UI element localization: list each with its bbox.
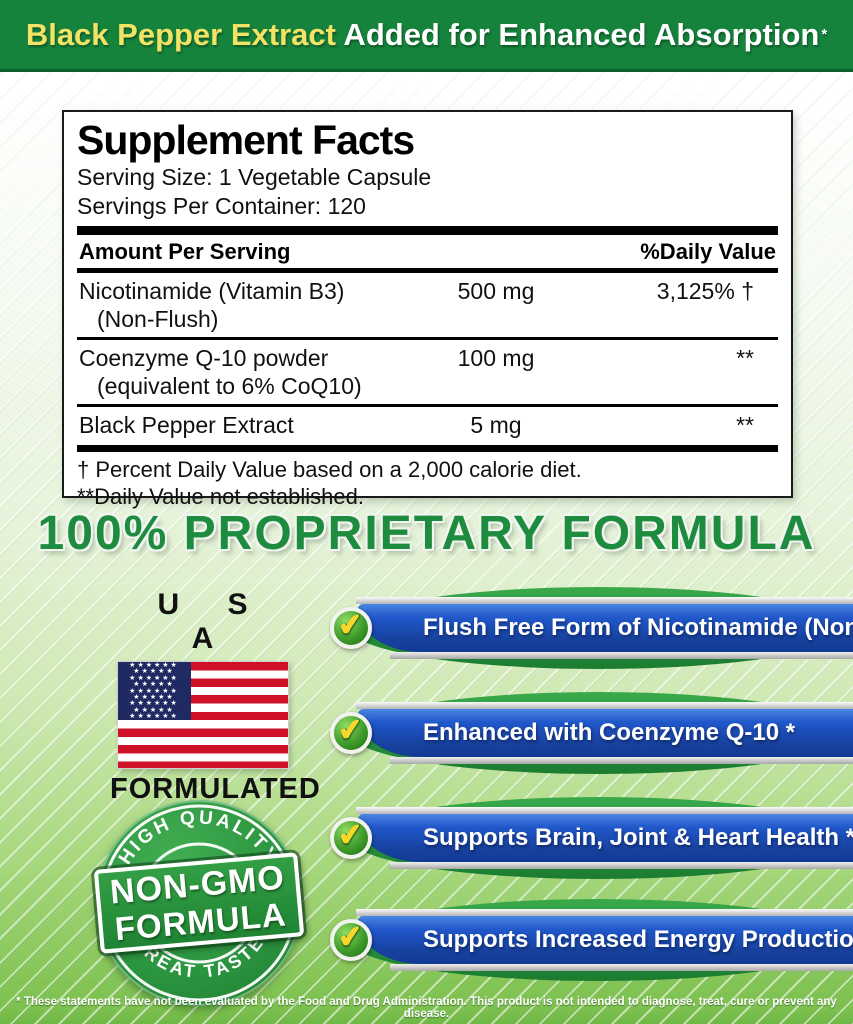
usa-flag-icon: ★★★★★★ ★★★★★ ★★★★★★ ★★★★★ ★★★★★★ ★★★★★ ★… [116,661,289,769]
usa-formulated-block: U S A ★★★★★★ ★★★★★ ★★★★★★ ★★★★★ ★★★★★★ ★… [110,588,321,806]
footnote-daily-value: † Percent Daily Value based on a 2,000 c… [77,457,582,482]
footnote-not-established: **Daily Value not established. [77,484,364,509]
badge-center-plate: NON-GMO FORMULA [93,852,305,954]
flag-canton-stars: ★★★★★★ ★★★★★ ★★★★★★ ★★★★★ ★★★★★★ ★★★★★ ★… [117,662,191,721]
star-row: ★★★★★★ [129,662,179,669]
ribbon-body [358,604,853,652]
ingredient-name-line1: Nicotinamide (Vitamin B3) [79,278,345,304]
supplement-facts-title: Supplement Facts [77,117,415,163]
check-icon: ✔ [330,712,372,754]
benefit-text: Supports Brain, Joint & Heart Health * [423,824,853,851]
ingredient-daily-value: 3,125% † [656,278,754,304]
star-row: ★★★★★ [133,706,175,714]
ribbon-edge [356,597,853,604]
check-icon: ✔ [330,817,372,859]
table-header: Amount Per Serving %Daily Value [77,235,778,273]
column-daily-value: %Daily Value [640,239,776,264]
checkmark-glyph: ✔ [336,712,366,749]
check-icon: ✔ [330,607,372,649]
ribbon-edge [356,702,853,709]
benefit-ribbon: Enhanced with Coenzyme Q-10 * ✔ [328,691,853,775]
divider-thick [77,226,778,235]
star-row: ★★★★★★ [129,713,179,721]
star-row: ★★★★★ [133,681,175,689]
top-banner: Black Pepper Extract Added for Enhanced … [0,0,853,72]
banner-rest-text: Added for Enhanced Absorption [335,16,820,52]
row-separator [77,404,778,407]
ingredient-name: Black Pepper Extract [79,411,401,439]
ingredient-name: Coenzyme Q-10 powder (equivalent to 6% C… [79,344,401,400]
usa-label: U S A [157,588,268,655]
ribbon-edge [356,807,853,814]
check-icon: ✔ [330,919,372,961]
checkmark-glyph: ✔ [336,817,366,854]
ingredient-daily-value: ** [736,412,754,438]
benefit-text: Enhanced with Coenzyme Q-10 * [423,719,796,746]
ingredient-amount: 5 mg [470,412,522,438]
checkmark-glyph: ✔ [336,919,366,956]
ingredient-name-line2: (equivalent to 6% CoQ10) [97,373,362,399]
star-row: ★★★★★ [133,668,175,676]
table-row: Nicotinamide (Vitamin B3) (Non-Flush) 50… [77,273,778,337]
ribbon-body [358,709,853,757]
ribbon-edge [356,909,853,916]
benefit-text: Supports Increased Energy Production * [423,926,853,953]
divider-thick [77,445,778,452]
non-gmo-badge: HIGH QUALITY ★ GREAT TASTE ★ NON-GMO FOR… [93,800,305,1006]
ingredient-amount: 100 mg [457,345,535,371]
serving-size: Serving Size: 1 Vegetable Capsule [77,164,432,190]
benefit-text: Flush Free Form of Nicotinamide (Non-Flu… [423,614,853,641]
ribbon-edge [390,964,853,971]
star-row: ★★★★★★ [129,700,179,708]
table-row: Black Pepper Extract 5 mg ** [77,407,778,443]
ribbon-edge [390,652,853,659]
supplement-facts-panel: Supplement Facts Serving Size: 1 Vegetab… [62,110,793,509]
ingredient-name-line1: Coenzyme Q-10 powder [79,345,329,371]
ribbon-edge [390,757,853,764]
column-amount-per-serving: Amount Per Serving [79,239,291,264]
star-row: ★★★★★★ [129,674,179,682]
ingredient-name: Nicotinamide (Vitamin B3) (Non-Flush) [79,277,401,333]
benefit-ribbon: Supports Increased Energy Production * ✔ [328,898,853,982]
ingredient-daily-value: ** [736,345,754,371]
ingredient-amount: 500 mg [457,278,535,304]
benefit-ribbon: Flush Free Form of Nicotinamide (Non-Flu… [328,586,853,670]
proprietary-formula-headline: 100% PROPRIETARY FORMULA [37,507,816,560]
benefit-ribbon: Supports Brain, Joint & Heart Health * ✔ [328,796,853,880]
checkmark-glyph: ✔ [336,607,366,644]
banner-highlight-text: Black Pepper Extract [25,16,336,52]
star-row: ★★★★★ [133,694,175,702]
fda-disclaimer: * These statements have not been evaluat… [16,996,837,1020]
ribbon-body [358,916,853,964]
formulated-label: FORMULATED [110,773,321,805]
ribbon-edge [390,862,853,869]
servings-per-container: Servings Per Container: 120 [77,193,366,219]
star-row: ★★★★★★ [129,687,179,695]
banner-asterisk: * [821,26,828,43]
ribbon-body [358,814,853,862]
ingredient-name-line1: Black Pepper Extract [79,412,294,438]
ingredient-name-line2: (Non-Flush) [97,306,219,332]
row-separator [77,337,778,340]
table-row: Coenzyme Q-10 powder (equivalent to 6% C… [77,340,778,404]
